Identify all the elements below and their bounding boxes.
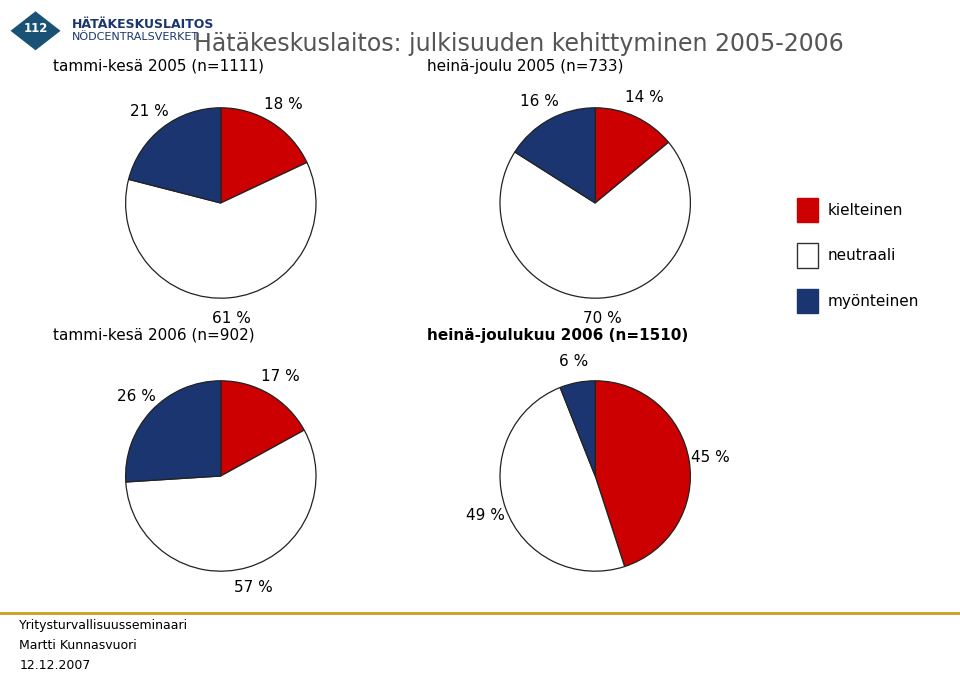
Text: tammi-kesä 2005 (n=1111): tammi-kesä 2005 (n=1111) [53,59,264,74]
Wedge shape [560,381,595,476]
Text: 57 %: 57 % [234,580,273,595]
Text: 26 %: 26 % [117,389,156,404]
Text: myönteinen: myönteinen [828,293,919,309]
Wedge shape [126,430,316,571]
Text: heinä-joulukuu 2006 (n=1510): heinä-joulukuu 2006 (n=1510) [427,328,688,343]
Wedge shape [595,108,668,203]
Text: heinä-joulu 2005 (n=733): heinä-joulu 2005 (n=733) [427,59,624,74]
Text: 16 %: 16 % [519,94,559,108]
Wedge shape [221,381,304,476]
Text: 49 %: 49 % [467,508,505,523]
Wedge shape [126,162,316,298]
Text: neutraali: neutraali [828,248,896,263]
Text: 112: 112 [23,22,48,35]
Text: 6 %: 6 % [559,354,588,370]
Text: 17 %: 17 % [260,368,300,384]
Wedge shape [500,142,690,298]
Wedge shape [129,108,221,203]
Text: Yritysturvallisuusseminaari: Yritysturvallisuusseminaari [19,620,188,633]
Text: 21 %: 21 % [131,104,169,119]
Text: kielteinen: kielteinen [828,202,903,218]
Wedge shape [515,108,595,203]
Text: tammi-kesä 2006 (n=902): tammi-kesä 2006 (n=902) [53,328,254,343]
Text: Hätäkeskuslaitos: julkisuuden kehittyminen 2005-2006: Hätäkeskuslaitos: julkisuuden kehittymin… [194,32,843,55]
Text: 18 %: 18 % [264,97,302,113]
Wedge shape [595,381,690,566]
Wedge shape [221,108,307,203]
Text: 14 %: 14 % [625,90,664,106]
Text: 61 %: 61 % [212,311,252,326]
Wedge shape [500,388,625,571]
Polygon shape [9,10,62,52]
Text: 45 %: 45 % [690,450,730,466]
Text: NÖDCENTRALSVERKET: NÖDCENTRALSVERKET [72,32,199,41]
Text: 12.12.2007: 12.12.2007 [19,659,90,672]
Text: Martti Kunnasvuori: Martti Kunnasvuori [19,639,137,652]
Text: HÄTÄKESKUSLAITOS: HÄTÄKESKUSLAITOS [72,18,214,31]
Text: 70 %: 70 % [583,312,622,326]
Wedge shape [126,381,221,482]
